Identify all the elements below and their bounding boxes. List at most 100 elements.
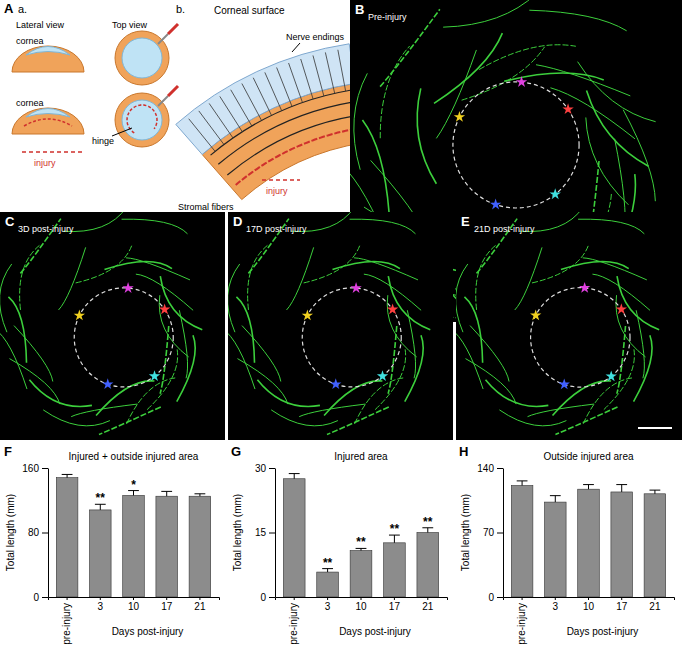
x-tick-mark bbox=[427, 597, 428, 600]
injury-lateral bbox=[24, 119, 72, 126]
nerve-fiber bbox=[236, 297, 254, 363]
nerve-fiber bbox=[59, 247, 86, 310]
y-tick-mark bbox=[42, 597, 48, 598]
plot-area bbox=[56, 474, 210, 597]
nerve-branch bbox=[325, 52, 334, 93]
error-bar bbox=[389, 535, 400, 543]
landmark-star bbox=[102, 378, 113, 389]
landmark-star bbox=[616, 303, 627, 314]
landmark-star bbox=[559, 378, 570, 389]
error-bar bbox=[650, 490, 661, 494]
significance-mark: ** bbox=[423, 515, 433, 529]
bar bbox=[644, 494, 666, 597]
image-background bbox=[456, 212, 682, 440]
x-tick-mark bbox=[199, 597, 200, 600]
y-axis: 080160 bbox=[22, 463, 48, 603]
x-tick: 10 bbox=[583, 597, 595, 612]
bar bbox=[578, 489, 600, 597]
x-tick: 10 bbox=[128, 597, 140, 612]
error-bar-cap bbox=[62, 474, 73, 475]
x-tick: 10 bbox=[355, 597, 367, 612]
chart-title: Injured + outside injured area bbox=[69, 451, 199, 462]
figure: Aa.Lateral viewTop viewcorneacorneahinge… bbox=[0, 0, 682, 659]
nerve-fiber bbox=[350, 219, 416, 234]
nerve-fiber bbox=[456, 264, 468, 332]
x-tick: 21 bbox=[422, 597, 434, 612]
nerve-fiber bbox=[237, 359, 287, 405]
view-label: Top view bbox=[112, 20, 148, 30]
y-tick-label: 160 bbox=[22, 463, 39, 474]
bar bbox=[611, 492, 633, 597]
image-caption: 17D post-injury bbox=[246, 224, 307, 234]
nerve-fiber bbox=[583, 378, 632, 425]
nerve-branch bbox=[199, 111, 224, 145]
nerve-fiber bbox=[96, 381, 154, 416]
x-tick-mark bbox=[100, 597, 101, 600]
schematic-a: Aa.Lateral viewTop viewcorneacorneahinge… bbox=[4, 1, 178, 168]
x-tick-mark bbox=[394, 597, 395, 600]
error-bar bbox=[550, 496, 561, 502]
nerve-fiber bbox=[257, 380, 320, 407]
view-label: Lateral view bbox=[16, 20, 65, 30]
nerve-fiber bbox=[555, 407, 617, 435]
nerve-fiber bbox=[499, 410, 566, 426]
x-axis-line bbox=[504, 598, 675, 601]
nerve-fiber bbox=[486, 380, 549, 407]
x-tick-label: pre-injury bbox=[61, 603, 72, 645]
y-axis-line bbox=[48, 469, 49, 598]
plot-area bbox=[283, 474, 438, 597]
bar bbox=[417, 533, 439, 598]
x-tick-label: 21 bbox=[649, 601, 661, 612]
nerve-fiber bbox=[248, 245, 269, 310]
nerve-branch bbox=[277, 67, 292, 106]
injury-outline bbox=[453, 82, 579, 208]
nerve-fiber bbox=[8, 297, 26, 363]
nerve-branch bbox=[220, 96, 243, 131]
x-tick-label: 17 bbox=[389, 601, 401, 612]
x-tick: 17 bbox=[616, 597, 628, 612]
nerve-branch bbox=[253, 78, 271, 116]
x-tick-label: pre-injury bbox=[288, 603, 299, 645]
bar-chart: Injured area01530pre-injury3101721Total … bbox=[232, 451, 448, 645]
x-tick: 21 bbox=[194, 597, 206, 612]
bar-chart: Outside injured area070140pre-injury3101… bbox=[460, 451, 675, 645]
nerve-fiber bbox=[14, 326, 53, 382]
chart-title: Outside injured area bbox=[543, 451, 633, 462]
bar bbox=[350, 551, 372, 597]
y-tick: 0 bbox=[488, 592, 503, 603]
hinge-arrow bbox=[112, 128, 132, 136]
y-axis-line bbox=[275, 469, 276, 598]
panel-letter: B bbox=[355, 2, 364, 17]
x-tick-mark bbox=[555, 597, 556, 600]
bar bbox=[283, 479, 305, 597]
error-bar-cap bbox=[195, 493, 206, 494]
significance-mark: ** bbox=[96, 491, 106, 505]
panel-letter: H bbox=[459, 444, 468, 459]
nerve-fiber bbox=[466, 359, 517, 405]
landmark-star bbox=[387, 303, 398, 314]
error-bar-cap bbox=[550, 495, 561, 496]
y-tick-mark bbox=[497, 468, 503, 469]
y-axis-title: Total length (mm) bbox=[5, 494, 16, 571]
x-tick-label: 17 bbox=[161, 601, 173, 612]
injury-key bbox=[22, 151, 82, 153]
error-bar bbox=[161, 491, 172, 496]
error-bar-cap bbox=[616, 484, 627, 485]
blade bbox=[158, 96, 168, 106]
nerve-fiber bbox=[476, 245, 497, 310]
cornea-label: cornea bbox=[16, 98, 44, 108]
injury-label: injury bbox=[266, 186, 288, 196]
panel-letter: G bbox=[231, 444, 241, 459]
nerve-fiber bbox=[228, 264, 240, 332]
image-caption: 3D post-injury bbox=[18, 224, 74, 234]
nerve-fiber bbox=[324, 381, 382, 416]
nerve-fiber bbox=[126, 258, 190, 280]
nerve-fiber bbox=[456, 329, 483, 389]
micrograph: D17D post-injury bbox=[223, 207, 453, 440]
error-bar-stem bbox=[555, 496, 556, 502]
landmark-star bbox=[454, 111, 465, 122]
bar-chart: Injured + outside injured area 080160 pre-… bbox=[5, 451, 220, 645]
landmark-star bbox=[490, 199, 501, 210]
injury-outline bbox=[531, 288, 630, 387]
error-bar bbox=[62, 474, 73, 477]
